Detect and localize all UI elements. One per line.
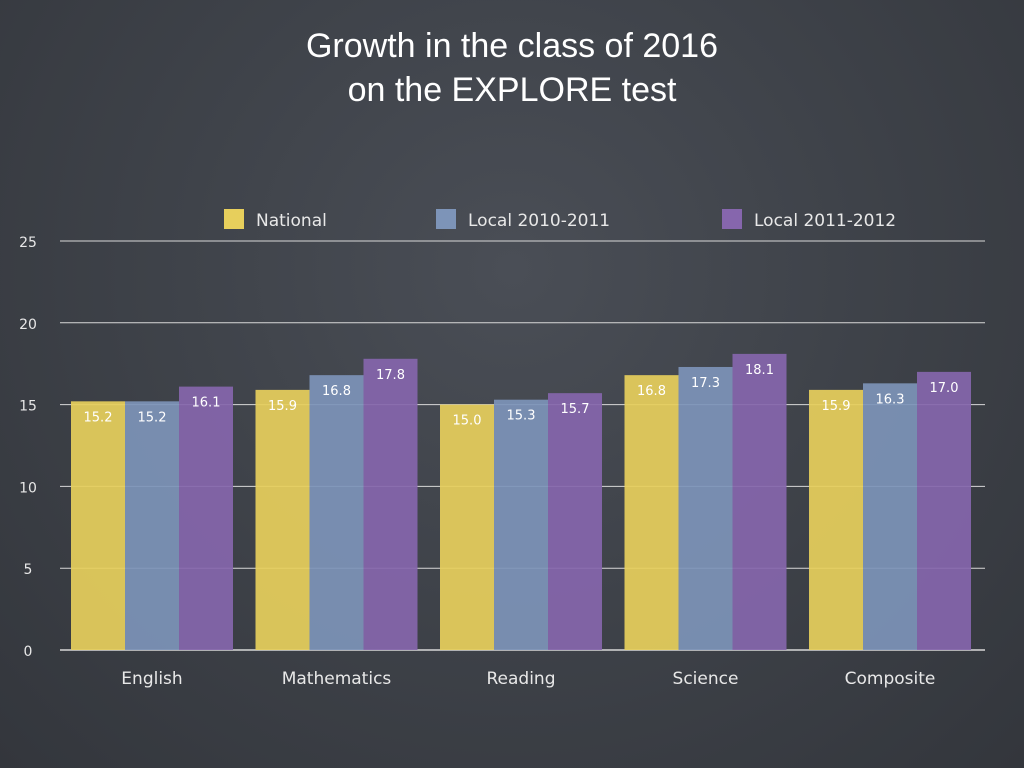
legend-swatch: [224, 209, 244, 229]
data-label: 15.0: [453, 414, 482, 429]
bar: [179, 386, 233, 650]
data-label: 16.1: [192, 396, 221, 411]
bars: [71, 353, 971, 650]
x-tick-label: Science: [673, 669, 739, 689]
x-tick-label: Reading: [486, 669, 555, 689]
data-label: 15.7: [561, 402, 590, 417]
bar: [678, 366, 733, 650]
bar: [624, 375, 679, 650]
data-label: 15.9: [268, 399, 297, 414]
legend-swatch: [722, 209, 742, 229]
data-label: 15.3: [507, 409, 536, 424]
data-label: 18.1: [745, 363, 774, 378]
data-label: 16.8: [637, 384, 666, 399]
bar: [809, 389, 863, 650]
legend-label: National: [256, 211, 327, 231]
legend: National Local 2010-2011 Local 2011-2012: [224, 209, 896, 231]
x-tick-label: Composite: [845, 669, 936, 689]
legend-label: Local 2010-2011: [468, 211, 610, 231]
bar: [71, 401, 125, 650]
legend-label: Local 2011-2012: [754, 211, 896, 231]
data-label: 15.9: [822, 399, 851, 414]
bar: [309, 375, 364, 650]
title-line-2: on the EXPLORE test: [347, 71, 677, 109]
y-tick-label: 10: [19, 480, 37, 496]
bar: [363, 358, 418, 650]
y-tick-label: 5: [24, 562, 33, 578]
legend-swatch: [436, 209, 456, 229]
y-tick-label: 25: [19, 235, 37, 251]
x-tick-label: Mathematics: [282, 669, 392, 689]
bar: [548, 393, 602, 650]
bar: [125, 401, 179, 650]
data-label: 17.3: [691, 376, 720, 391]
bar: [440, 404, 494, 650]
data-label: 17.8: [376, 368, 405, 383]
y-axis-ticks: 0 5 10 15 20 25: [19, 235, 37, 660]
x-tick-label: English: [121, 669, 182, 689]
bar: [917, 371, 971, 650]
y-tick-label: 0: [24, 644, 33, 660]
data-label: 15.2: [138, 410, 167, 425]
bar: [494, 399, 548, 650]
bar: [732, 353, 787, 650]
data-labels: 15.2 15.9 15.0 16.8 15.9 15.2 16.8 15.3 17.3 16.3…: [84, 363, 959, 429]
bar: [255, 389, 310, 650]
data-label: 15.2: [84, 410, 113, 425]
y-tick-label: 20: [19, 317, 37, 333]
bar: [863, 383, 917, 650]
data-label: 17.0: [930, 381, 959, 396]
y-tick-label: 15: [19, 399, 37, 415]
x-axis-ticks: English Mathematics Reading Science Composit…: [121, 669, 935, 689]
chart-title: Growth in the class of 2016 on the EXPLO…: [0, 24, 1024, 112]
title-line-1: Growth in the class of 2016: [305, 27, 718, 65]
data-label: 16.8: [322, 384, 351, 399]
data-label: 16.3: [876, 392, 905, 407]
